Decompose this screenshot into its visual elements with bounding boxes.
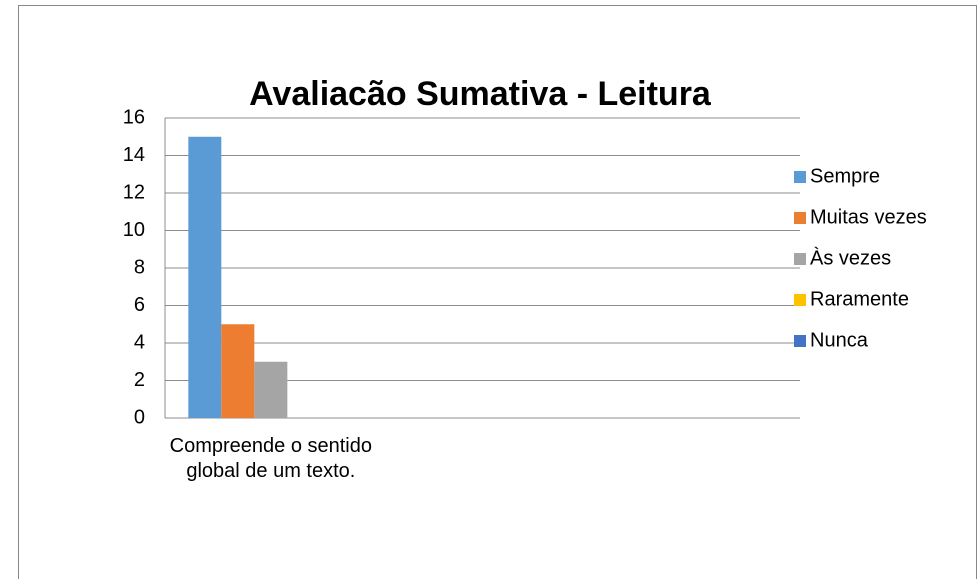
y-tick-label: 2 xyxy=(134,369,145,391)
legend-label: Nunca xyxy=(810,329,869,351)
legend-swatch xyxy=(794,212,806,224)
y-tick-label: 4 xyxy=(134,331,145,353)
legend-label: Sempre xyxy=(810,165,880,187)
legend-swatch xyxy=(794,335,806,347)
y-tick-label: 14 xyxy=(123,144,145,166)
chart-title: Avaliacão Sumativa - Leitura xyxy=(249,75,712,113)
legend-swatch xyxy=(794,171,806,183)
chart-border xyxy=(18,5,977,579)
y-tick-label: 0 xyxy=(134,406,145,428)
bar xyxy=(221,324,255,418)
y-tick-label: 16 xyxy=(123,106,145,128)
y-tick-label: 10 xyxy=(123,219,145,241)
legend-label: Raramente xyxy=(810,288,909,310)
y-tick-label: 8 xyxy=(134,256,145,278)
bar xyxy=(188,136,222,418)
legend-swatch xyxy=(794,294,806,306)
x-tick-label-box: Compreende o sentido global de um texto. xyxy=(169,435,372,482)
y-tick-label: 12 xyxy=(123,181,145,203)
legend-label: Muitas vezes xyxy=(810,206,927,228)
legend-label: Às vezes xyxy=(810,246,891,269)
legend-swatch xyxy=(794,253,806,265)
x-tick-label: Compreende o sentido global de um texto. xyxy=(169,435,372,482)
bar xyxy=(254,361,288,418)
y-tick-label: 6 xyxy=(134,294,145,316)
